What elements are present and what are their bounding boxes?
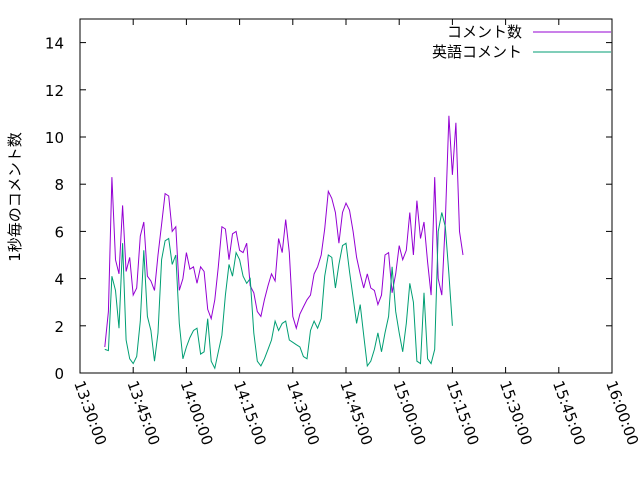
series-line-1 (104, 115, 464, 348)
legend-label-1: コメント数 (447, 23, 522, 41)
x-tick-label: 13:30:00 (70, 378, 110, 447)
y-tick-label: 8 (54, 176, 64, 194)
y-tick-label: 14 (45, 35, 64, 53)
series-lines (104, 115, 464, 370)
y-tick-label: 12 (45, 82, 64, 100)
x-tick-label: 15:30:00 (496, 378, 536, 447)
y-axis-label: 1秒毎のコメント数 (6, 132, 24, 262)
x-tick-label: 16:00:00 (602, 378, 640, 447)
x-tick-label: 14:30:00 (283, 378, 323, 447)
x-tick-label: 14:15:00 (230, 378, 270, 447)
y-tick-label: 2 (54, 318, 64, 336)
x-tick-label: 15:45:00 (549, 378, 589, 447)
plot-border (79, 18, 613, 374)
y-tick-label: 6 (54, 223, 64, 241)
legend-label-2: 英語コメント (432, 43, 522, 61)
x-tick-label: 13:45:00 (123, 378, 163, 447)
series-line-2 (104, 212, 453, 370)
y-tick-label: 4 (54, 271, 64, 289)
axes: 0 2 4 6 8 10 12 14 13:30:00 13:45:00 14:00:00 14:15… (45, 19, 640, 448)
y-tick-label: 0 (54, 365, 64, 383)
x-tick-label: 14:00:00 (177, 378, 217, 447)
x-tick-label: 15:00:00 (389, 378, 429, 447)
y-tick-label: 10 (45, 129, 64, 147)
x-tick-label: 14:45:00 (336, 378, 376, 447)
plot-frame (79, 18, 613, 374)
x-tick-label: 15:15:00 (443, 378, 483, 447)
